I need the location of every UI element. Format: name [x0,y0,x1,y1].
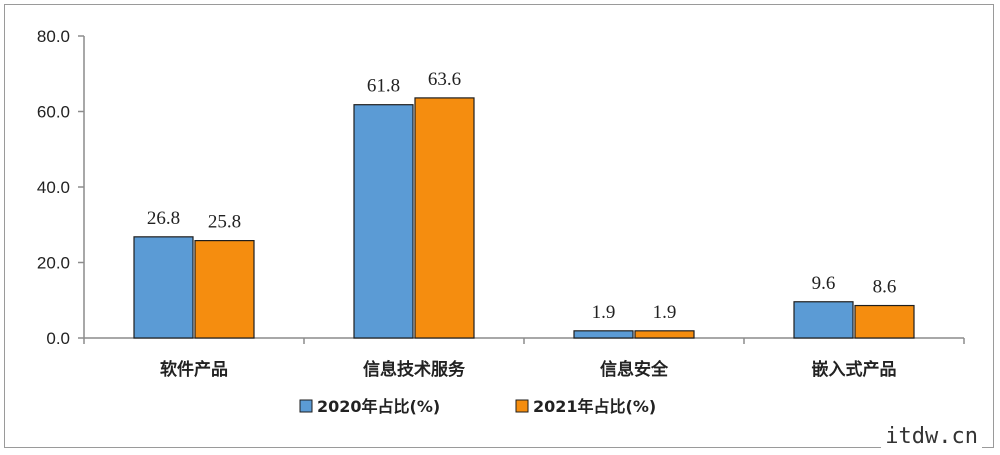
bar [133,236,194,339]
bar [414,97,475,339]
data-label: 63.6 [428,69,461,90]
category-label: 信息安全 [600,359,669,380]
data-label: 25.8 [208,212,241,233]
data-label: 61.8 [367,76,400,97]
category-label: 软件产品 [160,359,228,380]
y-tick-label: 40.0 [37,178,70,197]
data-label: 1.9 [653,302,677,323]
legend-label: 2021年占比(%) [533,397,656,416]
y-tick-label: 60.0 [37,103,70,122]
legend-swatch [515,399,529,413]
data-label: 9.6 [812,273,836,294]
bar [634,330,695,339]
y-tick-label: 80.0 [37,27,70,46]
y-tick-label: 0.0 [46,329,70,348]
y-tick-label: 20.0 [37,254,70,273]
legend-label: 2020年占比(%) [317,397,440,416]
bar [353,104,414,339]
watermark: itdw.cn [881,424,982,449]
legend-swatch [299,399,313,413]
bar [854,304,915,339]
data-label: 8.6 [873,277,897,298]
data-label: 1.9 [592,302,616,323]
data-label: 26.8 [147,208,180,229]
category-label: 嵌入式产品 [812,359,897,380]
chart-frame [4,4,994,448]
category-label: 信息技术服务 [363,359,466,380]
bar [573,330,634,339]
bar [194,240,255,339]
bar [793,301,854,339]
